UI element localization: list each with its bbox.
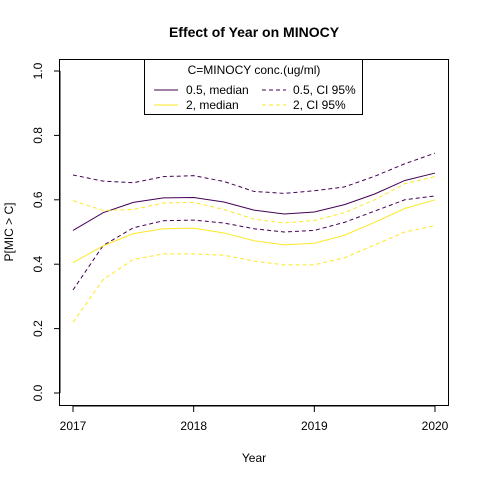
x-tick-label: 2020 bbox=[422, 419, 449, 433]
x-axis-label: Year bbox=[242, 451, 266, 465]
legend: C=MINOCY conc.(ug/ml) 0.5, median 0.5, C… bbox=[144, 59, 363, 115]
x-tick-label: 2019 bbox=[301, 419, 328, 433]
y-tick-label: 0.4 bbox=[31, 256, 45, 273]
legend-entry-0-5-median: 0.5, median bbox=[186, 83, 249, 97]
series-line-1 bbox=[72, 172, 436, 231]
y-tick-label: 0.0 bbox=[31, 384, 45, 401]
legend-box bbox=[144, 59, 363, 115]
series-line-2 bbox=[72, 152, 436, 194]
y-tick-label: 0.2 bbox=[31, 320, 45, 337]
series-layer bbox=[72, 152, 436, 323]
legend-entry-2-ci: 2, CI 95% bbox=[293, 98, 346, 112]
legend-entry-0-5-ci: 0.5, CI 95% bbox=[293, 83, 356, 97]
series-line-4 bbox=[72, 199, 436, 264]
y-axis: 0.0 0.2 0.4 0.6 0.8 1.0 bbox=[31, 62, 61, 401]
chart-title: Effect of Year on MINOCY bbox=[169, 24, 340, 40]
y-axis-label: P[MIC > C] bbox=[2, 202, 16, 261]
y-tick-label: 0.6 bbox=[31, 191, 45, 208]
x-axis: 2017 2018 2019 2020 bbox=[60, 405, 449, 433]
series-line-6 bbox=[72, 225, 436, 323]
series-line-5 bbox=[72, 176, 436, 224]
x-tick-label: 2018 bbox=[180, 419, 207, 433]
x-tick-label: 2017 bbox=[60, 419, 87, 433]
y-tick-label: 0.8 bbox=[31, 127, 45, 144]
legend-entry-2-median: 2, median bbox=[186, 98, 239, 112]
y-tick-label: 1.0 bbox=[31, 62, 45, 79]
series-line-3 bbox=[72, 195, 436, 291]
legend-title: C=MINOCY conc.(ug/ml) bbox=[188, 63, 321, 77]
